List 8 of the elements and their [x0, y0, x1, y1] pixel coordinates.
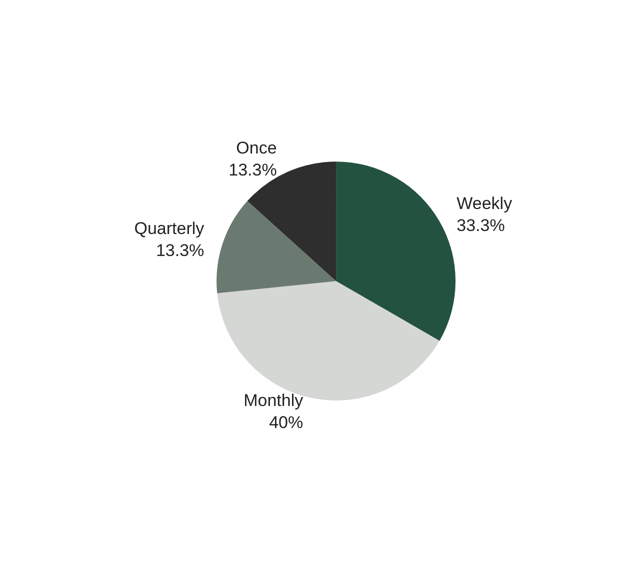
data-label: 13.3%: [228, 160, 277, 180]
data-label: 40%: [269, 413, 304, 432]
data-label: 13.3%: [156, 241, 204, 260]
slice-label: Once: [236, 138, 277, 158]
slice-label: Monthly: [244, 391, 304, 410]
slice-label: Quarterly: [134, 219, 205, 238]
data-label: 33.3%: [456, 216, 505, 235]
slice-label: Weekly: [456, 194, 513, 213]
